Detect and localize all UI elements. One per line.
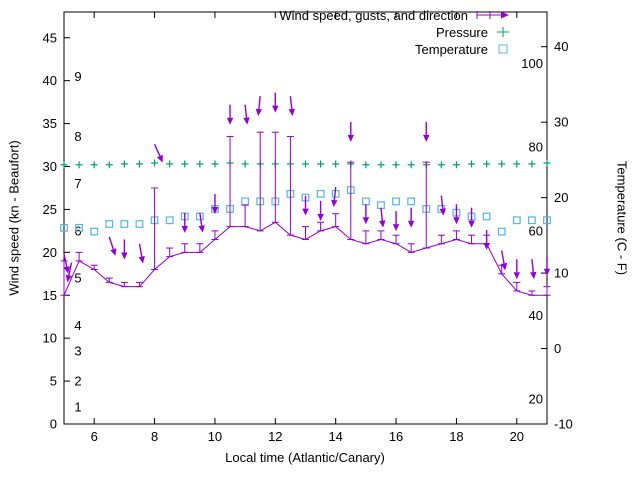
svg-text:8: 8 — [151, 429, 158, 444]
y-axis-title: Wind speed (kn - Beaufort) — [6, 140, 22, 296]
svg-text:5: 5 — [50, 374, 57, 389]
wind-legend-marker-icon — [476, 11, 509, 19]
y2-axis-title: Temperature (C - F) — [614, 160, 630, 276]
svg-text:30: 30 — [43, 159, 57, 174]
svg-text:3: 3 — [74, 344, 81, 359]
svg-text:4: 4 — [74, 318, 81, 333]
svg-text:40: 40 — [43, 73, 57, 88]
svg-text:20: 20 — [510, 429, 524, 444]
svg-text:18: 18 — [449, 429, 463, 444]
svg-text:15: 15 — [43, 288, 57, 303]
svg-text:25: 25 — [43, 202, 57, 217]
svg-text:10: 10 — [43, 331, 57, 346]
legend-item-label: Temperature — [415, 41, 488, 57]
svg-text:9: 9 — [74, 69, 81, 84]
svg-text:40: 40 — [529, 308, 543, 323]
svg-text:8: 8 — [74, 129, 81, 144]
legend: Wind speed, gusts, and direction Pressure… — [279, 7, 510, 57]
svg-text:10: 10 — [554, 266, 568, 281]
svg-text:6: 6 — [91, 429, 98, 444]
svg-text:10: 10 — [208, 429, 222, 444]
svg-text:30: 30 — [554, 115, 568, 130]
svg-text:5: 5 — [74, 271, 81, 286]
svg-text:45: 45 — [43, 30, 57, 45]
svg-text:35: 35 — [43, 116, 57, 131]
legend-item: Temperature — [279, 41, 510, 57]
svg-text:100: 100 — [521, 56, 543, 71]
legend-item: Wind speed, gusts, and direction — [279, 7, 510, 23]
svg-text:-10: -10 — [554, 417, 573, 432]
svg-text:20: 20 — [554, 190, 568, 205]
svg-text:0: 0 — [50, 417, 57, 432]
svg-text:1: 1 — [74, 399, 81, 414]
legend-item-label: Wind speed, gusts, and direction — [279, 7, 468, 23]
svg-text:0: 0 — [554, 341, 561, 356]
svg-text:40: 40 — [554, 39, 568, 54]
x-axis-title: Local time (Atlantic/Canary) — [225, 450, 385, 465]
svg-text:7: 7 — [74, 176, 81, 191]
svg-text:20: 20 — [529, 392, 543, 407]
svg-text:60: 60 — [529, 223, 543, 238]
svg-text:12: 12 — [268, 429, 282, 444]
svg-text:16: 16 — [389, 429, 403, 444]
pressure-legend-marker-icon — [497, 27, 509, 37]
svg-text:2: 2 — [74, 374, 81, 389]
legend-item-label: Pressure — [435, 24, 488, 40]
svg-text:80: 80 — [529, 140, 543, 155]
temperature-legend-marker-icon — [498, 44, 508, 54]
legend-item: Pressure — [279, 24, 510, 40]
svg-text:14: 14 — [328, 429, 342, 444]
svg-text:20: 20 — [43, 245, 57, 260]
